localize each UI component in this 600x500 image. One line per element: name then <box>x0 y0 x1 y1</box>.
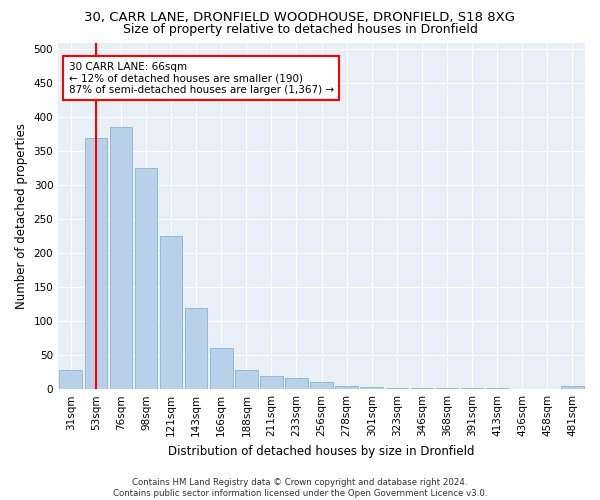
Bar <box>210 348 233 389</box>
Text: Size of property relative to detached houses in Dronfield: Size of property relative to detached ho… <box>122 22 478 36</box>
Bar <box>134 168 157 389</box>
Bar <box>461 388 484 389</box>
Bar <box>436 388 458 389</box>
Bar <box>59 370 82 389</box>
Bar <box>335 386 358 389</box>
Text: 30 CARR LANE: 66sqm
← 12% of detached houses are smaller (190)
87% of semi-detac: 30 CARR LANE: 66sqm ← 12% of detached ho… <box>69 62 334 95</box>
Bar <box>185 308 208 389</box>
Bar <box>486 388 508 389</box>
Bar <box>285 378 308 389</box>
Bar <box>160 236 182 389</box>
Bar <box>85 138 107 389</box>
Bar <box>235 370 257 389</box>
Bar <box>511 388 533 389</box>
Bar <box>561 386 584 389</box>
Text: Contains HM Land Registry data © Crown copyright and database right 2024.
Contai: Contains HM Land Registry data © Crown c… <box>113 478 487 498</box>
Bar <box>536 388 559 389</box>
Bar <box>386 388 408 389</box>
Bar <box>361 387 383 389</box>
Y-axis label: Number of detached properties: Number of detached properties <box>15 123 28 309</box>
Bar <box>310 382 333 389</box>
Bar <box>110 128 132 389</box>
Bar <box>260 376 283 389</box>
X-axis label: Distribution of detached houses by size in Dronfield: Distribution of detached houses by size … <box>169 444 475 458</box>
Text: 30, CARR LANE, DRONFIELD WOODHOUSE, DRONFIELD, S18 8XG: 30, CARR LANE, DRONFIELD WOODHOUSE, DRON… <box>85 12 515 24</box>
Bar <box>410 388 433 389</box>
